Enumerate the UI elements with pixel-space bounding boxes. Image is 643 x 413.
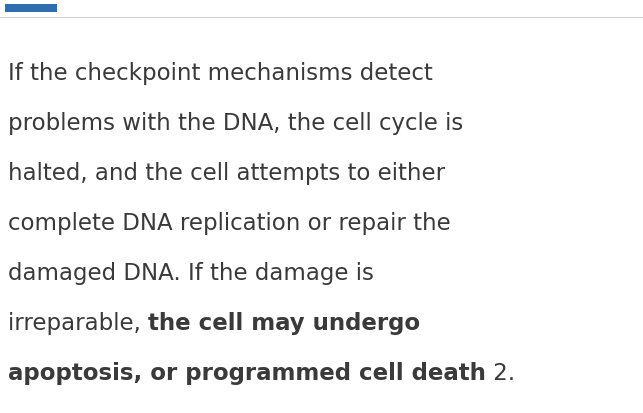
Text: If the checkpoint mechanisms detect: If the checkpoint mechanisms detect (8, 62, 433, 85)
Text: problems with the DNA, the cell cycle is: problems with the DNA, the cell cycle is (8, 112, 463, 135)
Text: irreparable,: irreparable, (8, 311, 148, 334)
Bar (5, 5, 57, 13)
Text: 2.: 2. (486, 361, 515, 384)
Text: the cell may undergo: the cell may undergo (148, 311, 421, 334)
Text: damaged DNA. If the damage is: damaged DNA. If the damage is (8, 261, 374, 284)
Text: halted, and the cell attempts to either: halted, and the cell attempts to either (8, 161, 445, 185)
Text: complete DNA replication or repair the: complete DNA replication or repair the (8, 211, 451, 235)
Text: apoptosis, or programmed cell death: apoptosis, or programmed cell death (8, 361, 486, 384)
